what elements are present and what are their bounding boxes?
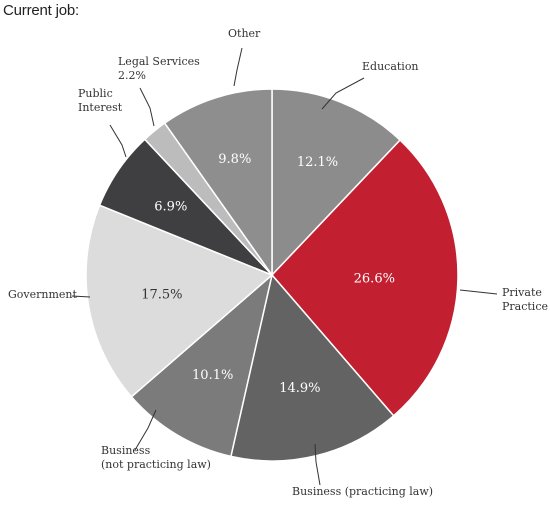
pie-slice-private-practice — [270, 139, 459, 417]
leader-line-other — [233, 47, 243, 87]
category-label-business-practicing-law: Business (practicing law) — [292, 485, 433, 498]
category-label-business-not-practicing-law: Business (not practicing law) — [101, 444, 211, 471]
pie-slice-other — [163, 88, 273, 278]
leader-line-business-practicing-law — [314, 443, 321, 486]
category-label-private-practice: Private Practice — [502, 286, 548, 313]
category-label-education: Education — [362, 60, 419, 73]
category-label-other: Other — [228, 27, 261, 40]
slice-value-label-government: 17.5% — [141, 287, 182, 302]
leader-line-public-interest — [109, 124, 127, 158]
slice-value-label-private-practice: 26.6% — [354, 271, 395, 286]
pie-slice-business-not-practicing-law — [130, 272, 274, 458]
category-label-public-interest: Public Interest — [78, 87, 123, 114]
slice-value-label-business-practicing-law: 14.9% — [279, 381, 320, 396]
pie-slice-business-practicing-law — [230, 273, 395, 462]
pie-slice-government — [85, 204, 274, 398]
slice-value-label-business-not-practicing-law: 10.1% — [192, 368, 233, 383]
leader-line-business-not-practicing-law — [134, 409, 157, 451]
slice-value-label-public-interest: 6.9% — [154, 200, 187, 215]
leader-line-private-practice — [459, 289, 498, 295]
leader-line-education — [321, 77, 365, 110]
leader-line-legal-services — [139, 87, 155, 127]
chart-header: Current job: — [3, 2, 79, 19]
pie-slice-education — [271, 88, 402, 277]
slice-value-label-education: 12.1% — [297, 155, 338, 170]
category-label-legal-services: Legal Services 2.2% — [118, 55, 200, 82]
category-label-government: Government — [8, 288, 78, 301]
slice-value-label-other: 9.8% — [218, 152, 251, 167]
leader-line-government — [71, 295, 91, 298]
